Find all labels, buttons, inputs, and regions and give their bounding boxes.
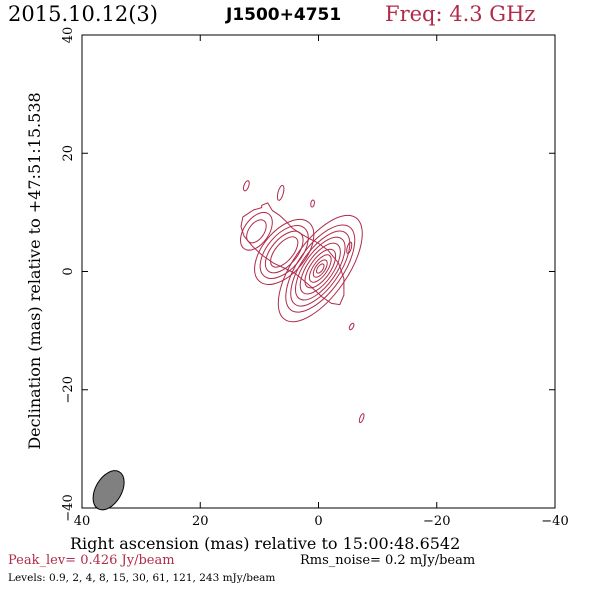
contour-core bbox=[277, 214, 363, 323]
contour-core bbox=[312, 259, 328, 278]
contour-core bbox=[308, 254, 332, 283]
source-name: J1500+4751 bbox=[226, 5, 342, 25]
frequency-label: Freq: 4.3 GHz bbox=[385, 2, 536, 26]
contour-core bbox=[304, 248, 337, 289]
axis-ticks bbox=[81, 34, 556, 509]
x-axis-label: Right ascension (mas) relative to 15:00:… bbox=[70, 534, 461, 553]
contour-layers bbox=[240, 180, 365, 424]
x-tick-label: 0 bbox=[314, 514, 322, 529]
contour-jet-inner bbox=[264, 230, 304, 274]
rms-noise: Rms_noise= 0.2 mJy/beam bbox=[300, 553, 476, 568]
y-tick-label: −40 bbox=[61, 494, 76, 521]
contour-core bbox=[285, 224, 356, 313]
contour-core bbox=[290, 230, 351, 307]
y-axis-label: Declination (mas) relative to +47:51:15.… bbox=[25, 92, 44, 449]
contour-jet-inner bbox=[270, 236, 299, 268]
observation-date: 2015.10.12(3) bbox=[8, 2, 158, 26]
x-tick-label: −20 bbox=[423, 514, 450, 529]
tick-labels: 40 20 0 −20 −40 −40 −20 0 20 40 bbox=[61, 27, 569, 529]
contour-jet-outer bbox=[240, 211, 273, 251]
y-tick-label: 40 bbox=[61, 27, 76, 44]
contour-island bbox=[310, 199, 315, 208]
y-tick-label: 0 bbox=[61, 267, 76, 275]
plot-frame bbox=[81, 34, 556, 509]
contour-island bbox=[242, 180, 250, 192]
x-tick-label: 20 bbox=[192, 514, 209, 529]
contour-envelope bbox=[240, 202, 345, 306]
contour-island bbox=[276, 184, 285, 201]
y-tick-label: 20 bbox=[61, 145, 76, 162]
contour-jet-inner bbox=[259, 225, 309, 279]
y-tick-label: −20 bbox=[61, 376, 76, 403]
beam-shape bbox=[92, 470, 125, 511]
x-tick-label: 40 bbox=[74, 514, 91, 529]
contour-island bbox=[348, 322, 355, 331]
x-tick-label: −40 bbox=[541, 514, 568, 529]
contour-island bbox=[346, 241, 353, 255]
contour-island bbox=[358, 413, 365, 424]
contour-core bbox=[299, 242, 341, 295]
beam-ellipse bbox=[92, 470, 125, 511]
contour-core bbox=[295, 236, 346, 301]
contour-levels: Levels: 0.9, 2, 4, 8, 15, 30, 61, 121, 2… bbox=[8, 572, 276, 584]
peak-level: Peak_lev= 0.426 Jy/beam bbox=[8, 553, 175, 568]
contour-jet-inner bbox=[254, 219, 315, 285]
contour-core bbox=[316, 263, 325, 274]
contour-jet-outer bbox=[246, 219, 267, 244]
